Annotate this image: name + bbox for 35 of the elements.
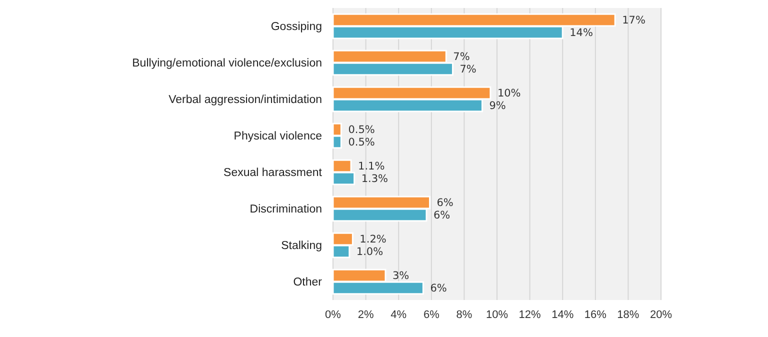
y-tick-label: Other <box>293 276 322 288</box>
data-label: 14% <box>570 27 593 40</box>
data-label: 1.1% <box>358 160 385 173</box>
y-tick-label: Bullying/emotional violence/exclusion <box>132 57 322 70</box>
data-label: 1.3% <box>361 173 388 186</box>
y-tick-label: Stalking <box>281 240 322 252</box>
data-label: 7% <box>460 64 476 76</box>
data-label: 9% <box>489 100 506 112</box>
x-tick-label: 18% <box>617 308 640 321</box>
x-tick-label: 14% <box>552 308 574 321</box>
data-label: 1.0% <box>356 246 384 258</box>
data-label: 0.5% <box>348 136 375 149</box>
data-label: 10% <box>497 88 521 100</box>
x-tick-label: 20% <box>650 308 672 321</box>
y-tick-label: Gossiping <box>270 20 322 33</box>
data-label: 7% <box>453 51 470 64</box>
data-label: 0.5% <box>348 124 375 136</box>
x-tick-label: 10% <box>486 308 508 321</box>
data-label: 3% <box>392 270 410 282</box>
data-label: 6% <box>430 282 447 295</box>
data-label: 1.2% <box>360 234 386 246</box>
x-tick-label: 8% <box>456 308 472 321</box>
x-tick-label: 12% <box>518 308 542 321</box>
x-tick-label: 16% <box>584 308 607 321</box>
x-tick-label: 2% <box>358 308 374 321</box>
data-label: 17% <box>622 14 646 27</box>
data-label: 6% <box>436 197 454 210</box>
y-tick-label: Sexual harassment <box>224 166 323 179</box>
x-tick-label: 0% <box>325 308 342 321</box>
x-tick-label: 6% <box>423 308 440 321</box>
data-label: 6% <box>433 210 450 222</box>
y-tick-label: Physical violence <box>234 130 322 142</box>
y-tick-label: Discrimination <box>250 203 322 216</box>
x-tick-label: 4% <box>390 308 407 321</box>
y-tick-label: Verbal aggression/intimidation <box>168 94 322 106</box>
